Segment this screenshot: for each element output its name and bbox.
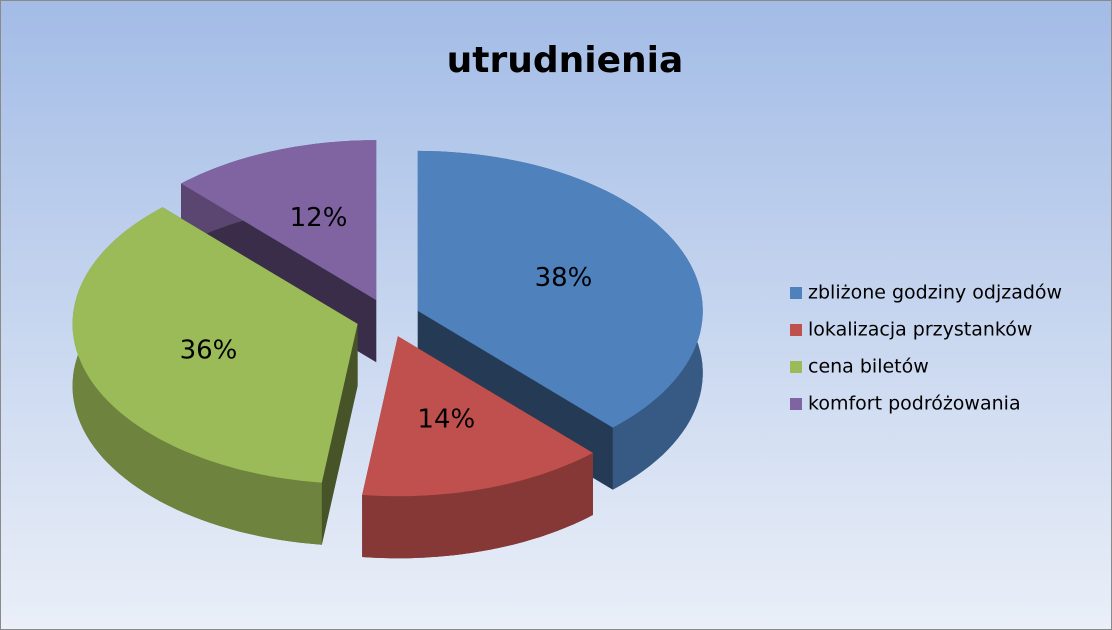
data-label: 14% [417, 404, 475, 434]
legend-swatch [790, 324, 802, 336]
data-label: 12% [290, 203, 348, 233]
legend-swatch [790, 287, 802, 299]
chart-title: utrudnienia [447, 40, 684, 81]
legend-label: komfort podróżowania [808, 393, 1021, 415]
legend-swatch [790, 361, 802, 373]
legend: zbliżone godziny odjzadów lokalizacja prz… [790, 282, 1062, 415]
data-label: 36% [180, 336, 238, 366]
legend-label: zbliżone godziny odjzadów [808, 282, 1062, 304]
slice-top [362, 336, 593, 497]
slice-side [72, 207, 322, 545]
slice-top [72, 207, 358, 483]
slice-side [362, 452, 593, 559]
slice-top [181, 140, 377, 301]
data-label: 38% [535, 263, 593, 293]
legend-label: lokalizacja przystanków [808, 319, 1032, 341]
legend-swatch [790, 398, 802, 410]
slice-top [417, 150, 703, 428]
pie: 38% 14% 36% 12% [72, 140, 703, 559]
legend-label: cena biletów [808, 356, 929, 378]
